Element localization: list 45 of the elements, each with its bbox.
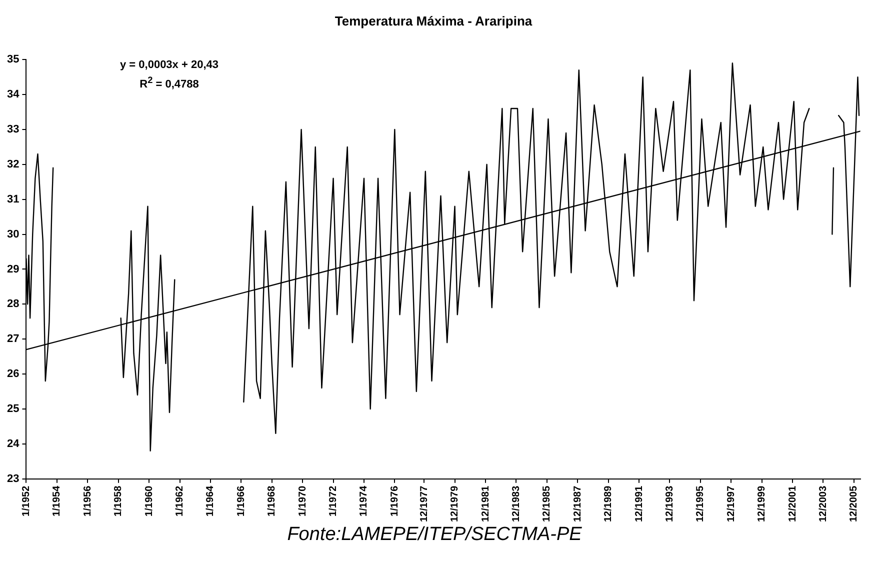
- y-tick-label: 29: [6, 263, 20, 276]
- y-tick-label: 24: [6, 438, 20, 450]
- x-tick-label: 1/1952: [20, 485, 32, 516]
- x-tick-label: 1/1972: [328, 485, 340, 516]
- x-tick-label: 12/1987: [572, 485, 584, 522]
- x-tick-label: 12/2003: [818, 485, 829, 522]
- x-tick-label: 12/1993: [664, 485, 676, 522]
- chart-title: Temperatura Máxima - Araripina: [334, 13, 533, 28]
- x-tick-label: 12/1985: [542, 485, 553, 522]
- source-note: Fonte:LAMEPE/ITEP/SECTMA-PE: [286, 524, 583, 546]
- y-tick-label: 35: [6, 54, 20, 66]
- x-tick-label: 12/1981: [480, 485, 492, 522]
- x-tick-label: 1/1960: [144, 485, 155, 516]
- x-tick-label: 1/1954: [52, 485, 63, 516]
- x-tick-label: 1/1974: [358, 485, 370, 516]
- annotation: R$^{2}$ = 0,4788: [138, 74, 200, 93]
- y-tick-label: 31: [6, 193, 20, 206]
- x-tick-label: 12/1977: [418, 485, 430, 522]
- x-tick-label: 12/1979: [450, 485, 461, 522]
- x-tick-label: 1/1970: [297, 485, 308, 516]
- y-tick-label: 25: [6, 403, 20, 416]
- y-tick-label: 32: [6, 158, 20, 170]
- y-tick-label: 26: [6, 368, 20, 380]
- annotation: y = 0,0003x + 20,43: [120, 58, 218, 73]
- y-tick-label: 27: [6, 333, 20, 346]
- x-tick-label: 1/1962: [174, 485, 186, 516]
- x-tick-label: 1/1958: [113, 485, 124, 516]
- x-tick-label: 12/1983: [510, 485, 522, 522]
- x-tick-label: 1/1966: [236, 485, 247, 516]
- x-tick-label: 12/1999: [756, 485, 768, 522]
- y-tick-label: 30: [6, 228, 20, 240]
- x-tick-label: 12/1989: [603, 485, 614, 522]
- x-tick-label: 12/1995: [695, 485, 706, 522]
- x-tick-label: 1/1956: [82, 485, 94, 516]
- x-tick-label: 1/1964: [205, 485, 216, 516]
- y-tick-label: 33: [6, 124, 20, 136]
- y-tick-label: 34: [6, 88, 20, 101]
- x-tick-label: 12/1991: [634, 485, 645, 522]
- y-tick-label: 23: [6, 472, 20, 485]
- x-tick-label: 12/1997: [726, 485, 737, 522]
- x-tick-label: 12/2001: [787, 485, 798, 522]
- x-tick-label: 1/1976: [389, 485, 400, 516]
- x-tick-label: 1/1968: [266, 485, 278, 516]
- x-tick-label: 12/2005: [848, 485, 860, 522]
- y-tick-label: 28: [6, 298, 20, 310]
